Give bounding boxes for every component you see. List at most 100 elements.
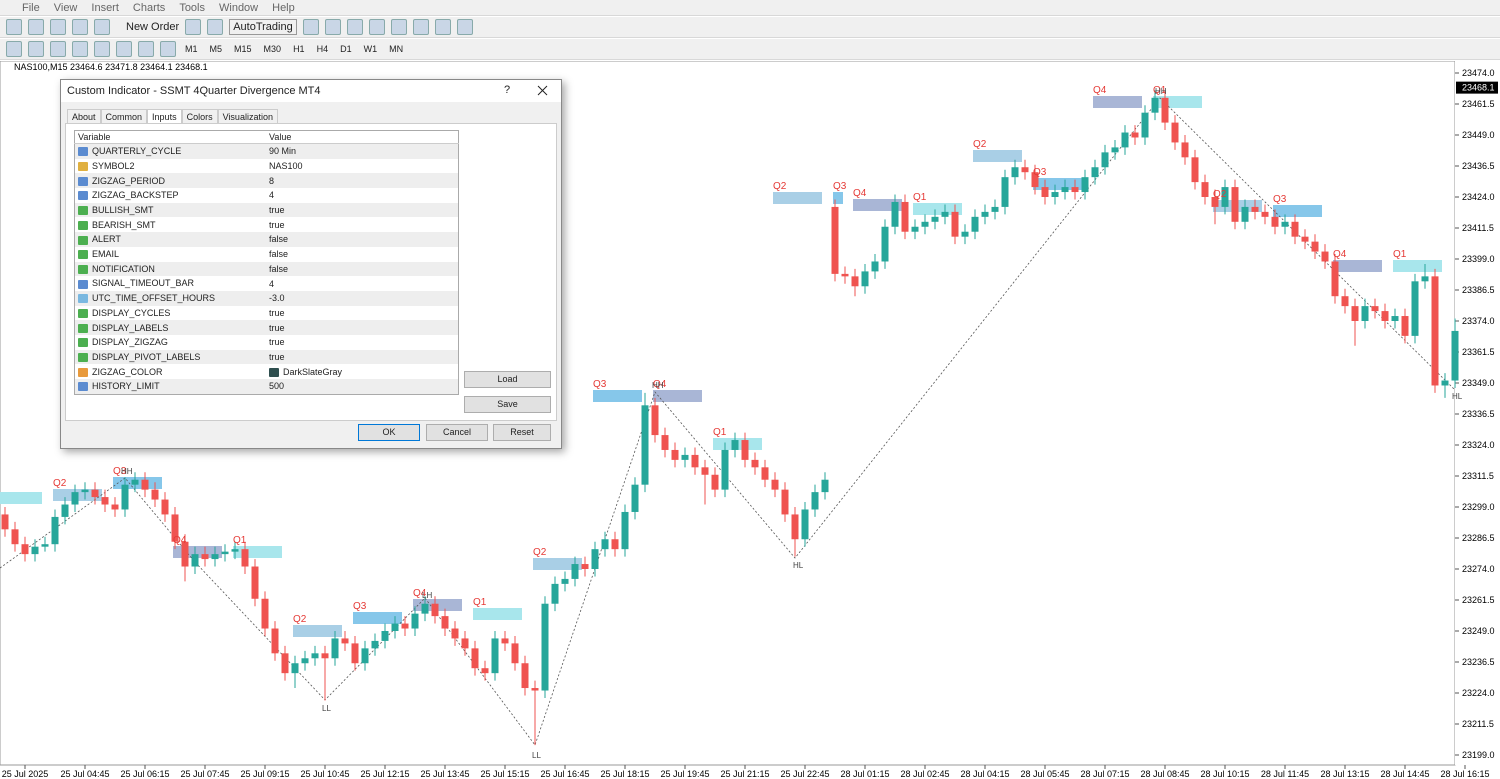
menu-item[interactable]: Window bbox=[219, 1, 259, 14]
row-icon bbox=[78, 162, 88, 172]
table-row[interactable]: EMAIL false bbox=[75, 247, 459, 262]
timeframe-button[interactable]: W1 bbox=[363, 44, 378, 54]
timeframe-button[interactable]: M5 bbox=[209, 44, 223, 54]
table-row[interactable]: DISPLAY_PIVOT_LABELS true bbox=[74, 349, 459, 365]
candle-body bbox=[1271, 216, 1279, 227]
y-tick-label: 23261.5 bbox=[1462, 595, 1495, 605]
candle-body bbox=[1221, 187, 1229, 207]
table-row[interactable]: DISPLAY_LABELS true bbox=[74, 320, 459, 335]
table-row[interactable]: QUARTERLY_CYCLE 90 Min bbox=[74, 143, 459, 159]
menu-item[interactable]: Charts bbox=[132, 1, 166, 14]
icon[interactable] bbox=[28, 41, 44, 57]
icon[interactable] bbox=[94, 41, 110, 57]
save-button[interactable]: Save bbox=[464, 396, 551, 413]
tab[interactable]: Colors bbox=[181, 109, 218, 124]
pivot-label: LL bbox=[532, 751, 541, 760]
candle-body bbox=[801, 509, 809, 540]
table-row[interactable]: DISPLAY_ZIGZAG true bbox=[75, 335, 459, 350]
timeframe-button[interactable]: M30 bbox=[263, 44, 282, 54]
table-row[interactable]: NOTIFICATION false bbox=[74, 261, 459, 277]
candle-body bbox=[11, 529, 19, 545]
icon[interactable] bbox=[6, 41, 22, 57]
menu-item[interactable]: View bbox=[53, 1, 78, 14]
load-button[interactable]: Load bbox=[464, 371, 551, 388]
candle-body bbox=[641, 405, 649, 485]
reset-button[interactable]: Reset bbox=[493, 424, 551, 441]
icon[interactable] bbox=[50, 41, 66, 57]
tab[interactable]: Inputs bbox=[147, 109, 182, 124]
icon[interactable] bbox=[302, 19, 319, 35]
candle-body bbox=[121, 484, 129, 510]
cell: 4 bbox=[266, 188, 459, 203]
menu-bar: File View Insert Charts Tools Window Help bbox=[0, 0, 1500, 16]
x-tick-label: 25 Jul 12:15 bbox=[360, 769, 409, 779]
timeframe-button[interactable]: H4 bbox=[316, 44, 329, 54]
table-row[interactable]: ZIGZAG_COLOR DarkSlateGray bbox=[75, 364, 459, 379]
timeframe-button[interactable]: M15 bbox=[234, 44, 252, 54]
candle-body bbox=[771, 479, 779, 490]
value: true bbox=[269, 351, 285, 362]
close-button[interactable] bbox=[537, 85, 548, 96]
menu-item[interactable]: File bbox=[22, 1, 40, 14]
cycle-box bbox=[1333, 260, 1382, 272]
new-order-button[interactable]: New Order bbox=[126, 21, 180, 33]
icon[interactable] bbox=[185, 19, 202, 35]
cancel-button[interactable]: Cancel bbox=[426, 424, 488, 441]
table-row[interactable]: ALERT false bbox=[74, 232, 459, 247]
icon[interactable] bbox=[324, 19, 341, 35]
cell: DISPLAY_LABELS bbox=[74, 320, 266, 335]
table-row[interactable]: HISTORY_LIMIT 500 bbox=[74, 379, 459, 395]
tab[interactable]: About bbox=[67, 109, 101, 124]
x-tick-label: 25 Jul 07:45 bbox=[180, 769, 229, 779]
icon[interactable] bbox=[72, 19, 88, 35]
table-row[interactable]: DISPLAY_CYCLES true bbox=[75, 306, 459, 321]
candle-body bbox=[871, 261, 879, 272]
value: true bbox=[269, 307, 285, 318]
icon[interactable] bbox=[28, 19, 44, 35]
candle-body bbox=[901, 201, 909, 232]
table-row[interactable]: SIGNAL_TIMEOUT_BAR 4 bbox=[75, 276, 459, 291]
icon[interactable] bbox=[94, 19, 110, 35]
table-row[interactable]: SYMBOL2 NAS100 bbox=[75, 159, 459, 174]
menu-item[interactable]: Insert bbox=[91, 1, 119, 14]
timeframe-button[interactable]: D1 bbox=[340, 44, 352, 54]
table-row[interactable]: UTC_TIME_OFFSET_HOURS -3.0 bbox=[74, 290, 459, 306]
cell: DarkSlateGray bbox=[266, 364, 459, 379]
icon[interactable] bbox=[434, 19, 451, 35]
candle-body bbox=[711, 474, 719, 490]
icon[interactable] bbox=[390, 19, 407, 35]
icon[interactable] bbox=[456, 19, 473, 35]
ok-button[interactable]: OK bbox=[358, 424, 420, 441]
table-row[interactable]: ZIGZAG_PERIOD 8 bbox=[74, 173, 459, 189]
timeframe-button[interactable]: M1 bbox=[185, 44, 198, 54]
icon[interactable] bbox=[207, 19, 224, 35]
cycle-label: Q4 bbox=[1333, 249, 1347, 260]
icon[interactable] bbox=[116, 41, 132, 57]
icon[interactable] bbox=[138, 41, 154, 57]
autotrading-button[interactable]: AutoTrading bbox=[229, 19, 297, 35]
table-row[interactable]: ZIGZAG_BACKSTEP 4 bbox=[75, 188, 459, 203]
y-tick-label: 23386.5 bbox=[1462, 285, 1495, 295]
menu-item[interactable]: Help bbox=[272, 1, 295, 14]
icon[interactable] bbox=[412, 19, 429, 35]
timeframe-button[interactable]: H1 bbox=[293, 44, 305, 54]
tab[interactable]: Visualization bbox=[217, 109, 278, 124]
icon[interactable] bbox=[50, 19, 66, 35]
icon[interactable] bbox=[368, 19, 385, 35]
icon[interactable] bbox=[346, 19, 363, 35]
candle-body bbox=[41, 544, 49, 547]
table-row[interactable]: BULLISH_SMT true bbox=[74, 202, 459, 218]
help-button[interactable]: ? bbox=[504, 84, 511, 96]
candle-body bbox=[891, 201, 899, 227]
icon[interactable] bbox=[6, 19, 22, 35]
candle-body bbox=[1051, 192, 1059, 197]
tab[interactable]: Common bbox=[100, 109, 148, 124]
candle-body bbox=[1411, 281, 1419, 336]
candle-body bbox=[681, 454, 689, 460]
table-row[interactable]: BEARISH_SMT true bbox=[75, 217, 459, 232]
icon[interactable] bbox=[72, 41, 88, 57]
icon[interactable] bbox=[160, 41, 176, 57]
timeframe-button[interactable]: MN bbox=[389, 44, 404, 54]
menu-item[interactable]: Tools bbox=[179, 1, 205, 14]
x-tick-label: 25 Jul 09:15 bbox=[240, 769, 289, 779]
